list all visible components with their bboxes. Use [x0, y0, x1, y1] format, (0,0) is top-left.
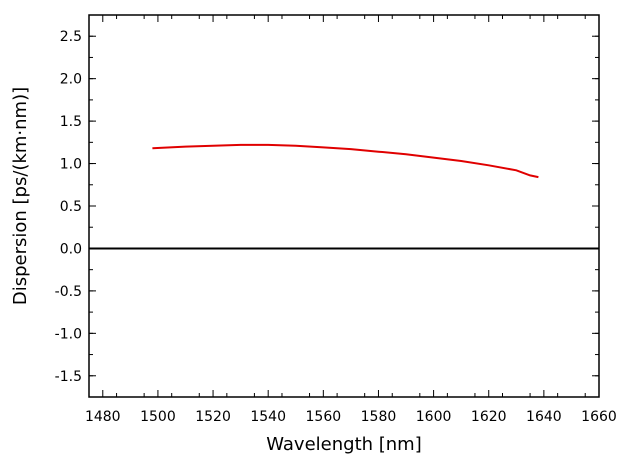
x-tick-labels: 1480 1500 1520 1540 1560 1580 1600 1620 1640 1660	[85, 409, 617, 425]
x-axis-title: Wavelength [nm]	[266, 434, 422, 455]
x-tick-label: 1660	[581, 409, 617, 425]
y-tick-label: -0.5	[55, 284, 82, 300]
y-tick-label: 0.0	[60, 241, 82, 257]
plot-frame	[88, 14, 600, 398]
dispersion-curve	[152, 143, 539, 179]
y-axis-title: Dispersion [ps/(km·nm)]	[10, 87, 31, 305]
x-tick-label: 1560	[306, 409, 342, 425]
y-tick-label: 2.0	[60, 72, 82, 88]
axis-ticks	[88, 14, 600, 398]
y-tick-label: 2.5	[60, 29, 82, 45]
x-tick-label: 1580	[361, 409, 397, 425]
x-tick-label: 1620	[471, 409, 507, 425]
y-tick-label: 0.5	[60, 199, 82, 215]
y-tick-label: 1.0	[60, 157, 82, 173]
x-tick-label: 1500	[140, 409, 176, 425]
y-tick-labels: -1.5 -1.0 -0.5 0.0 0.5 1.0 1.5 2.0 2.5	[55, 29, 82, 385]
x-tick-label: 1600	[416, 409, 452, 425]
y-tick-label: 1.5	[60, 114, 82, 130]
x-tick-label: 1520	[195, 409, 231, 425]
x-tick-label: 1640	[526, 409, 562, 425]
y-tick-label: -1.5	[55, 369, 82, 385]
x-tick-label: 1480	[85, 409, 121, 425]
y-tick-label: -1.0	[55, 326, 82, 342]
x-tick-label: 1540	[250, 409, 286, 425]
